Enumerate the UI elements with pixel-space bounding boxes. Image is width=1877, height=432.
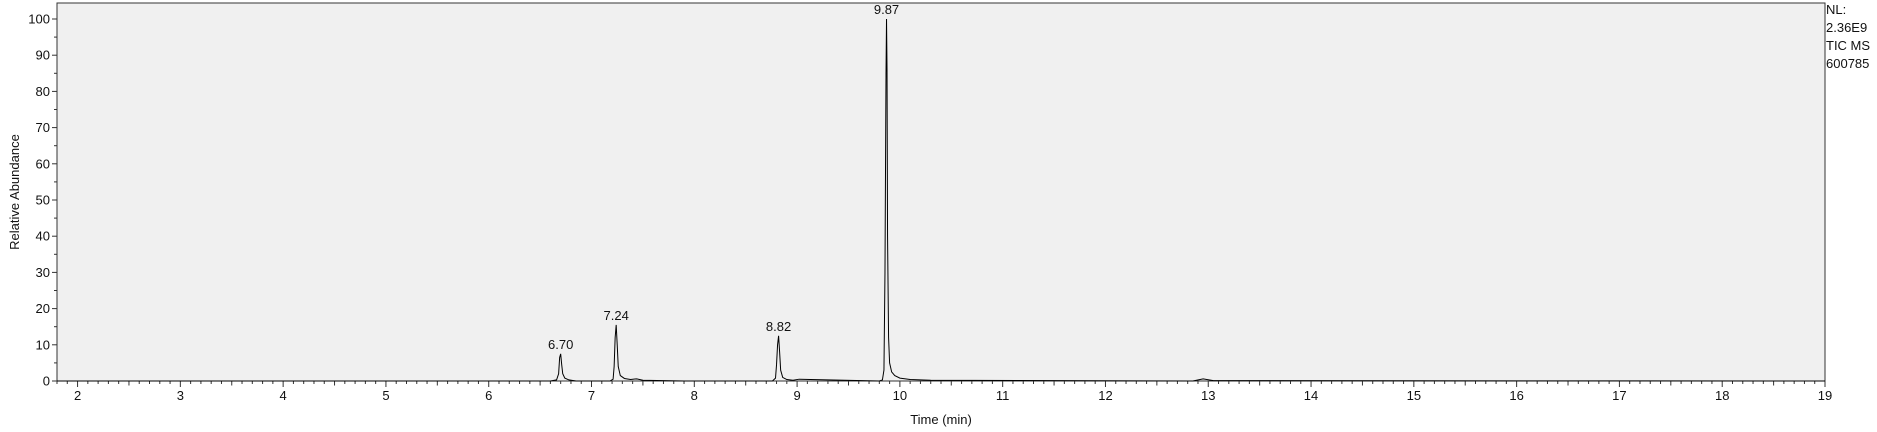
x-tick-label: 3 [177, 388, 184, 403]
y-tick-label: 30 [36, 265, 50, 280]
x-tick-label: 5 [382, 388, 389, 403]
peak-label: 8.82 [766, 319, 791, 334]
y-tick-label: 50 [36, 193, 50, 208]
x-tick-label: 11 [996, 388, 1010, 403]
y-tick-label: 40 [36, 229, 50, 244]
x-tick-label: 9 [793, 388, 800, 403]
x-tick-label: 10 [893, 388, 907, 403]
y-tick-label: 70 [36, 120, 50, 135]
peak-labels: 6.70 7.24 8.82 9.87 [548, 2, 899, 352]
peak-label: 9.87 [874, 2, 899, 17]
x-tick-label: 8 [691, 388, 698, 403]
x-tick-label: 17 [1612, 388, 1626, 403]
x-tick-label: 19 [1818, 388, 1832, 403]
x-tick-label: 12 [1098, 388, 1112, 403]
axes: 0 10 20 30 40 50 60 70 80 90 100 2 3 4 5 6 7 8 9 10 11 12 13 14… [28, 12, 1832, 404]
y-tick-label: 60 [36, 156, 50, 171]
x-tick-label: 6 [485, 388, 492, 403]
y-tick-label: 0 [43, 374, 50, 389]
file-id: 600785 [1826, 56, 1870, 71]
y-tick-label: 80 [36, 84, 50, 99]
x-tick-label: 16 [1509, 388, 1523, 403]
trace-info: NL: 2.36E9 TIC MS 600785 [1826, 1, 1870, 73]
y-tick-label: 100 [28, 12, 50, 27]
x-tick-label: 4 [280, 388, 287, 403]
x-tick-label: 2 [74, 388, 81, 403]
peak-label: 7.24 [604, 308, 629, 323]
x-tick-label: 15 [1407, 388, 1421, 403]
y-tick-label: 20 [36, 301, 50, 316]
plot-area [56, 2, 1826, 382]
y-tick-label: 90 [36, 48, 50, 63]
trace-type: TIC MS [1826, 38, 1871, 53]
peak-label: 6.70 [548, 337, 573, 352]
nl-label: NL: [1826, 2, 1847, 17]
x-tick-label: 14 [1304, 388, 1318, 403]
x-tick-label: 13 [1201, 388, 1215, 403]
y-axis-label: Relative Abundance [7, 134, 22, 250]
x-tick-label: 7 [588, 388, 595, 403]
nl-value: 2.36E9 [1826, 20, 1868, 35]
y-tick-label: 10 [36, 337, 50, 352]
x-axis-label: Time (min) [910, 412, 972, 427]
x-tick-label: 18 [1715, 388, 1729, 403]
tic-trace-line [57, 18, 1826, 382]
